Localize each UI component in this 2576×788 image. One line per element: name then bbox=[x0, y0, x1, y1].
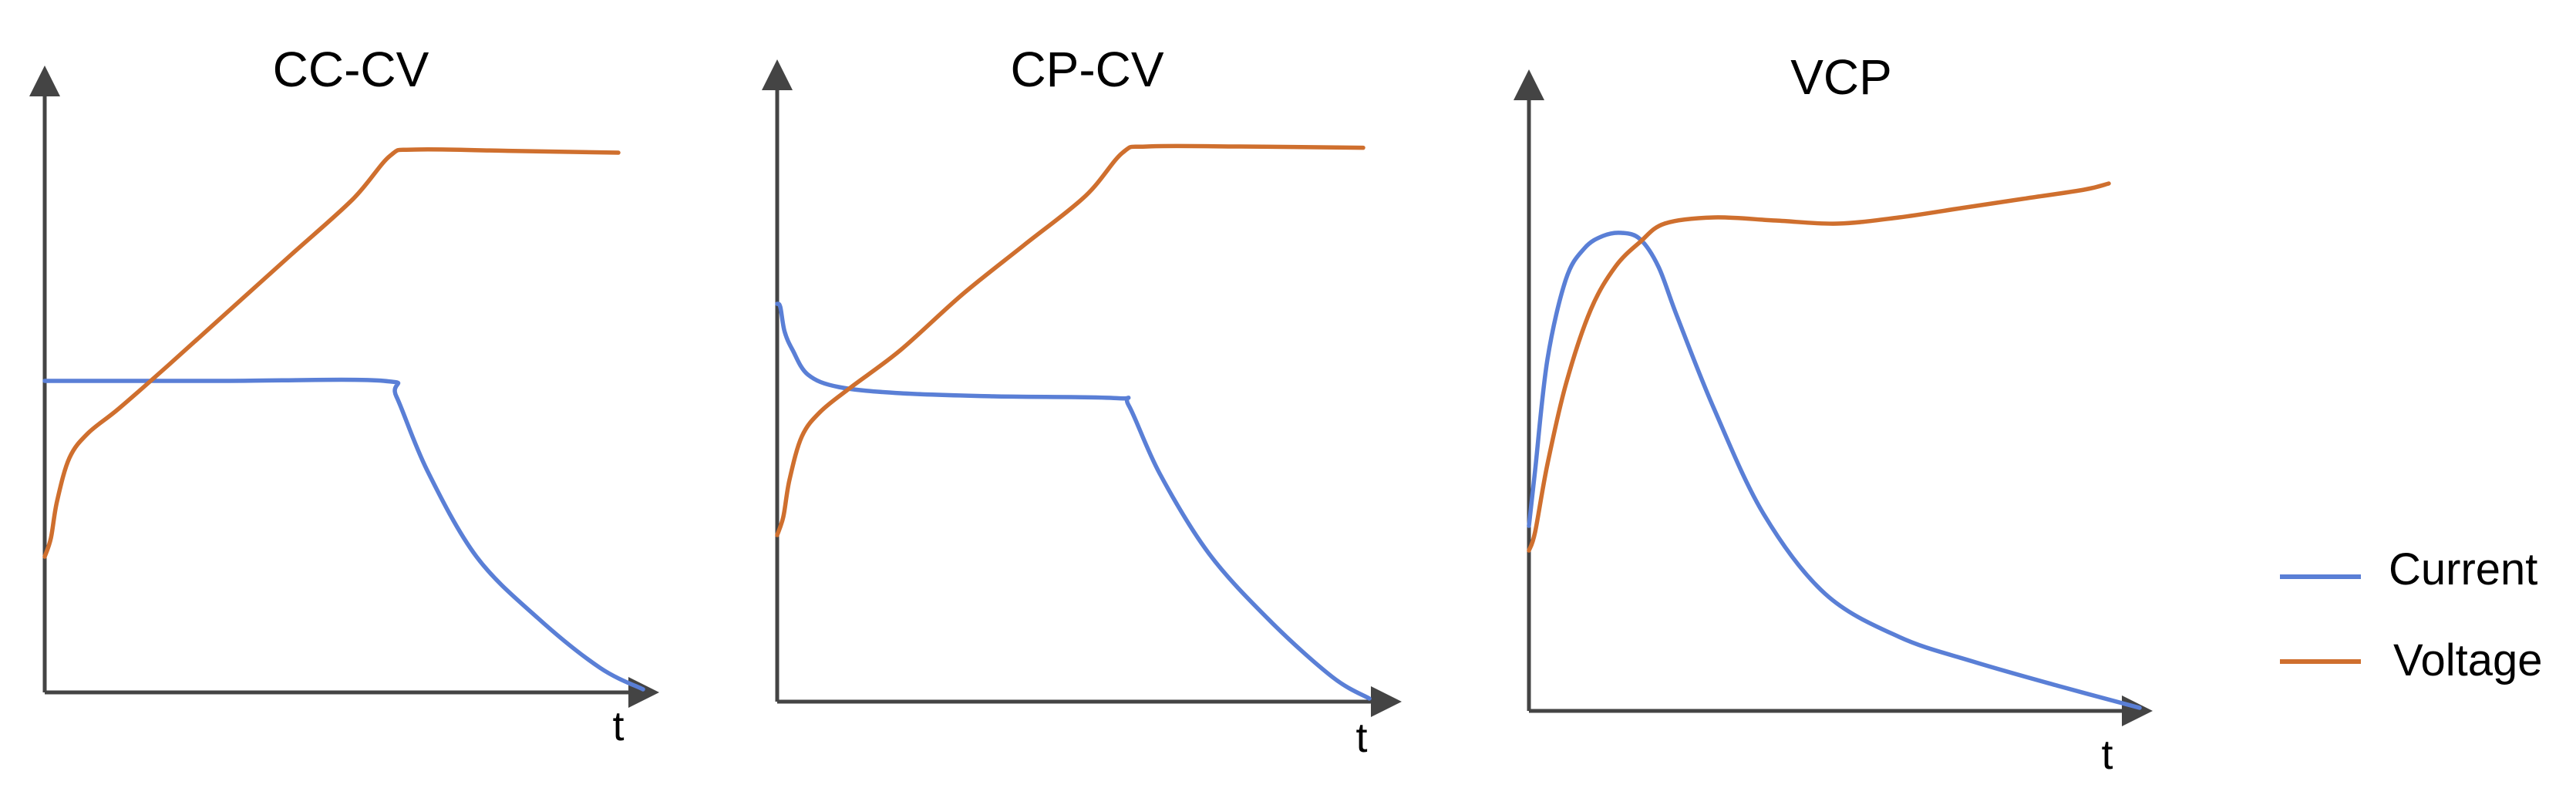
chart-2-current-line bbox=[775, 301, 1372, 701]
legend-label-current: Current bbox=[2389, 544, 2537, 594]
chart-3-voltage-line bbox=[1527, 181, 2111, 553]
chart-2-voltage-line bbox=[775, 143, 1365, 537]
chart-1-current-line bbox=[42, 377, 645, 692]
chart-2-title: CP-CV bbox=[1010, 42, 1163, 97]
chart-3-title: VCP bbox=[1790, 49, 1892, 105]
chart-1-title: CC-CV bbox=[273, 42, 429, 97]
legend-label-voltage: Voltage bbox=[2393, 635, 2543, 685]
legend: Current Voltage bbox=[2280, 544, 2543, 685]
chart-2-series-group bbox=[775, 143, 1372, 701]
chart-1-x-axis-label: t bbox=[612, 703, 624, 749]
chart-2-x-axis-label: t bbox=[1355, 715, 1367, 761]
chart-3-current-line bbox=[1527, 231, 2142, 710]
chart-3-series-group bbox=[1527, 181, 2142, 710]
chart-panel-1: CC-CV t bbox=[29, 42, 659, 749]
chart-panel-2: CP-CV t bbox=[762, 42, 1402, 761]
chart-3-x-axis-label: t bbox=[2101, 732, 2113, 778]
chart-1-voltage-line bbox=[42, 146, 621, 559]
chart-panel-3: VCP t bbox=[1514, 49, 2153, 778]
chart-1-series-group bbox=[42, 146, 645, 692]
